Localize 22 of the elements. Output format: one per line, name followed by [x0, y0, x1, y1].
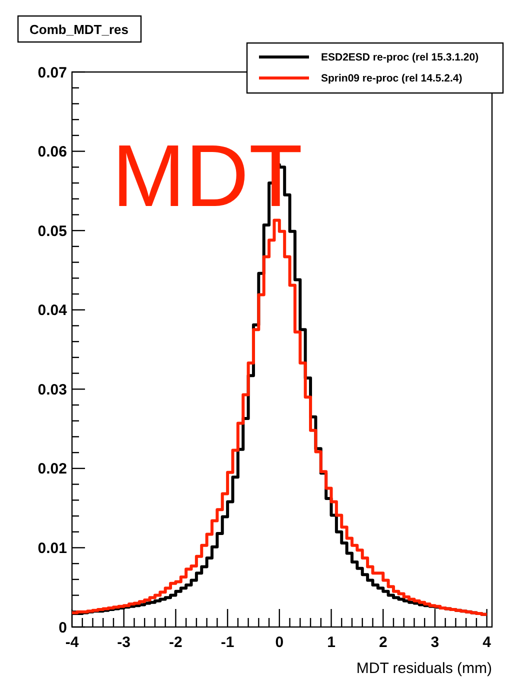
x-tick-label: 0: [275, 634, 284, 651]
x-tick-label: 1: [327, 634, 336, 651]
x-tick-label: 4: [482, 634, 492, 651]
legend-label: ESD2ESD re-proc (rel 15.3.1.20): [321, 52, 479, 64]
chart-title: Comb_MDT_res: [30, 22, 128, 37]
x-tick-label: -2: [169, 634, 182, 651]
annotation: MDT: [112, 126, 303, 225]
y-tick-label: 0.05: [38, 222, 67, 240]
y-tick-label: 0.07: [38, 64, 67, 82]
x-tick-label: -1: [220, 634, 234, 651]
x-tick-label: 2: [378, 634, 388, 651]
y-tick-label: 0.04: [38, 302, 68, 320]
y-tick-label: 0.03: [38, 381, 67, 398]
x-tick-label: -4: [65, 634, 80, 651]
y-tick-label: 0: [58, 619, 67, 636]
x-tick-label: 3: [430, 634, 440, 651]
y-tick-label: 0.02: [38, 460, 67, 478]
legend-label: Sprin09 re-proc (rel 14.5.2.4): [321, 72, 462, 85]
x-tick-label: -3: [117, 634, 131, 651]
x-axis-title: MDT residuals (mm): [356, 660, 492, 677]
y-tick-label: 0.06: [38, 144, 67, 161]
y-tick-label: 0.01: [38, 540, 67, 557]
